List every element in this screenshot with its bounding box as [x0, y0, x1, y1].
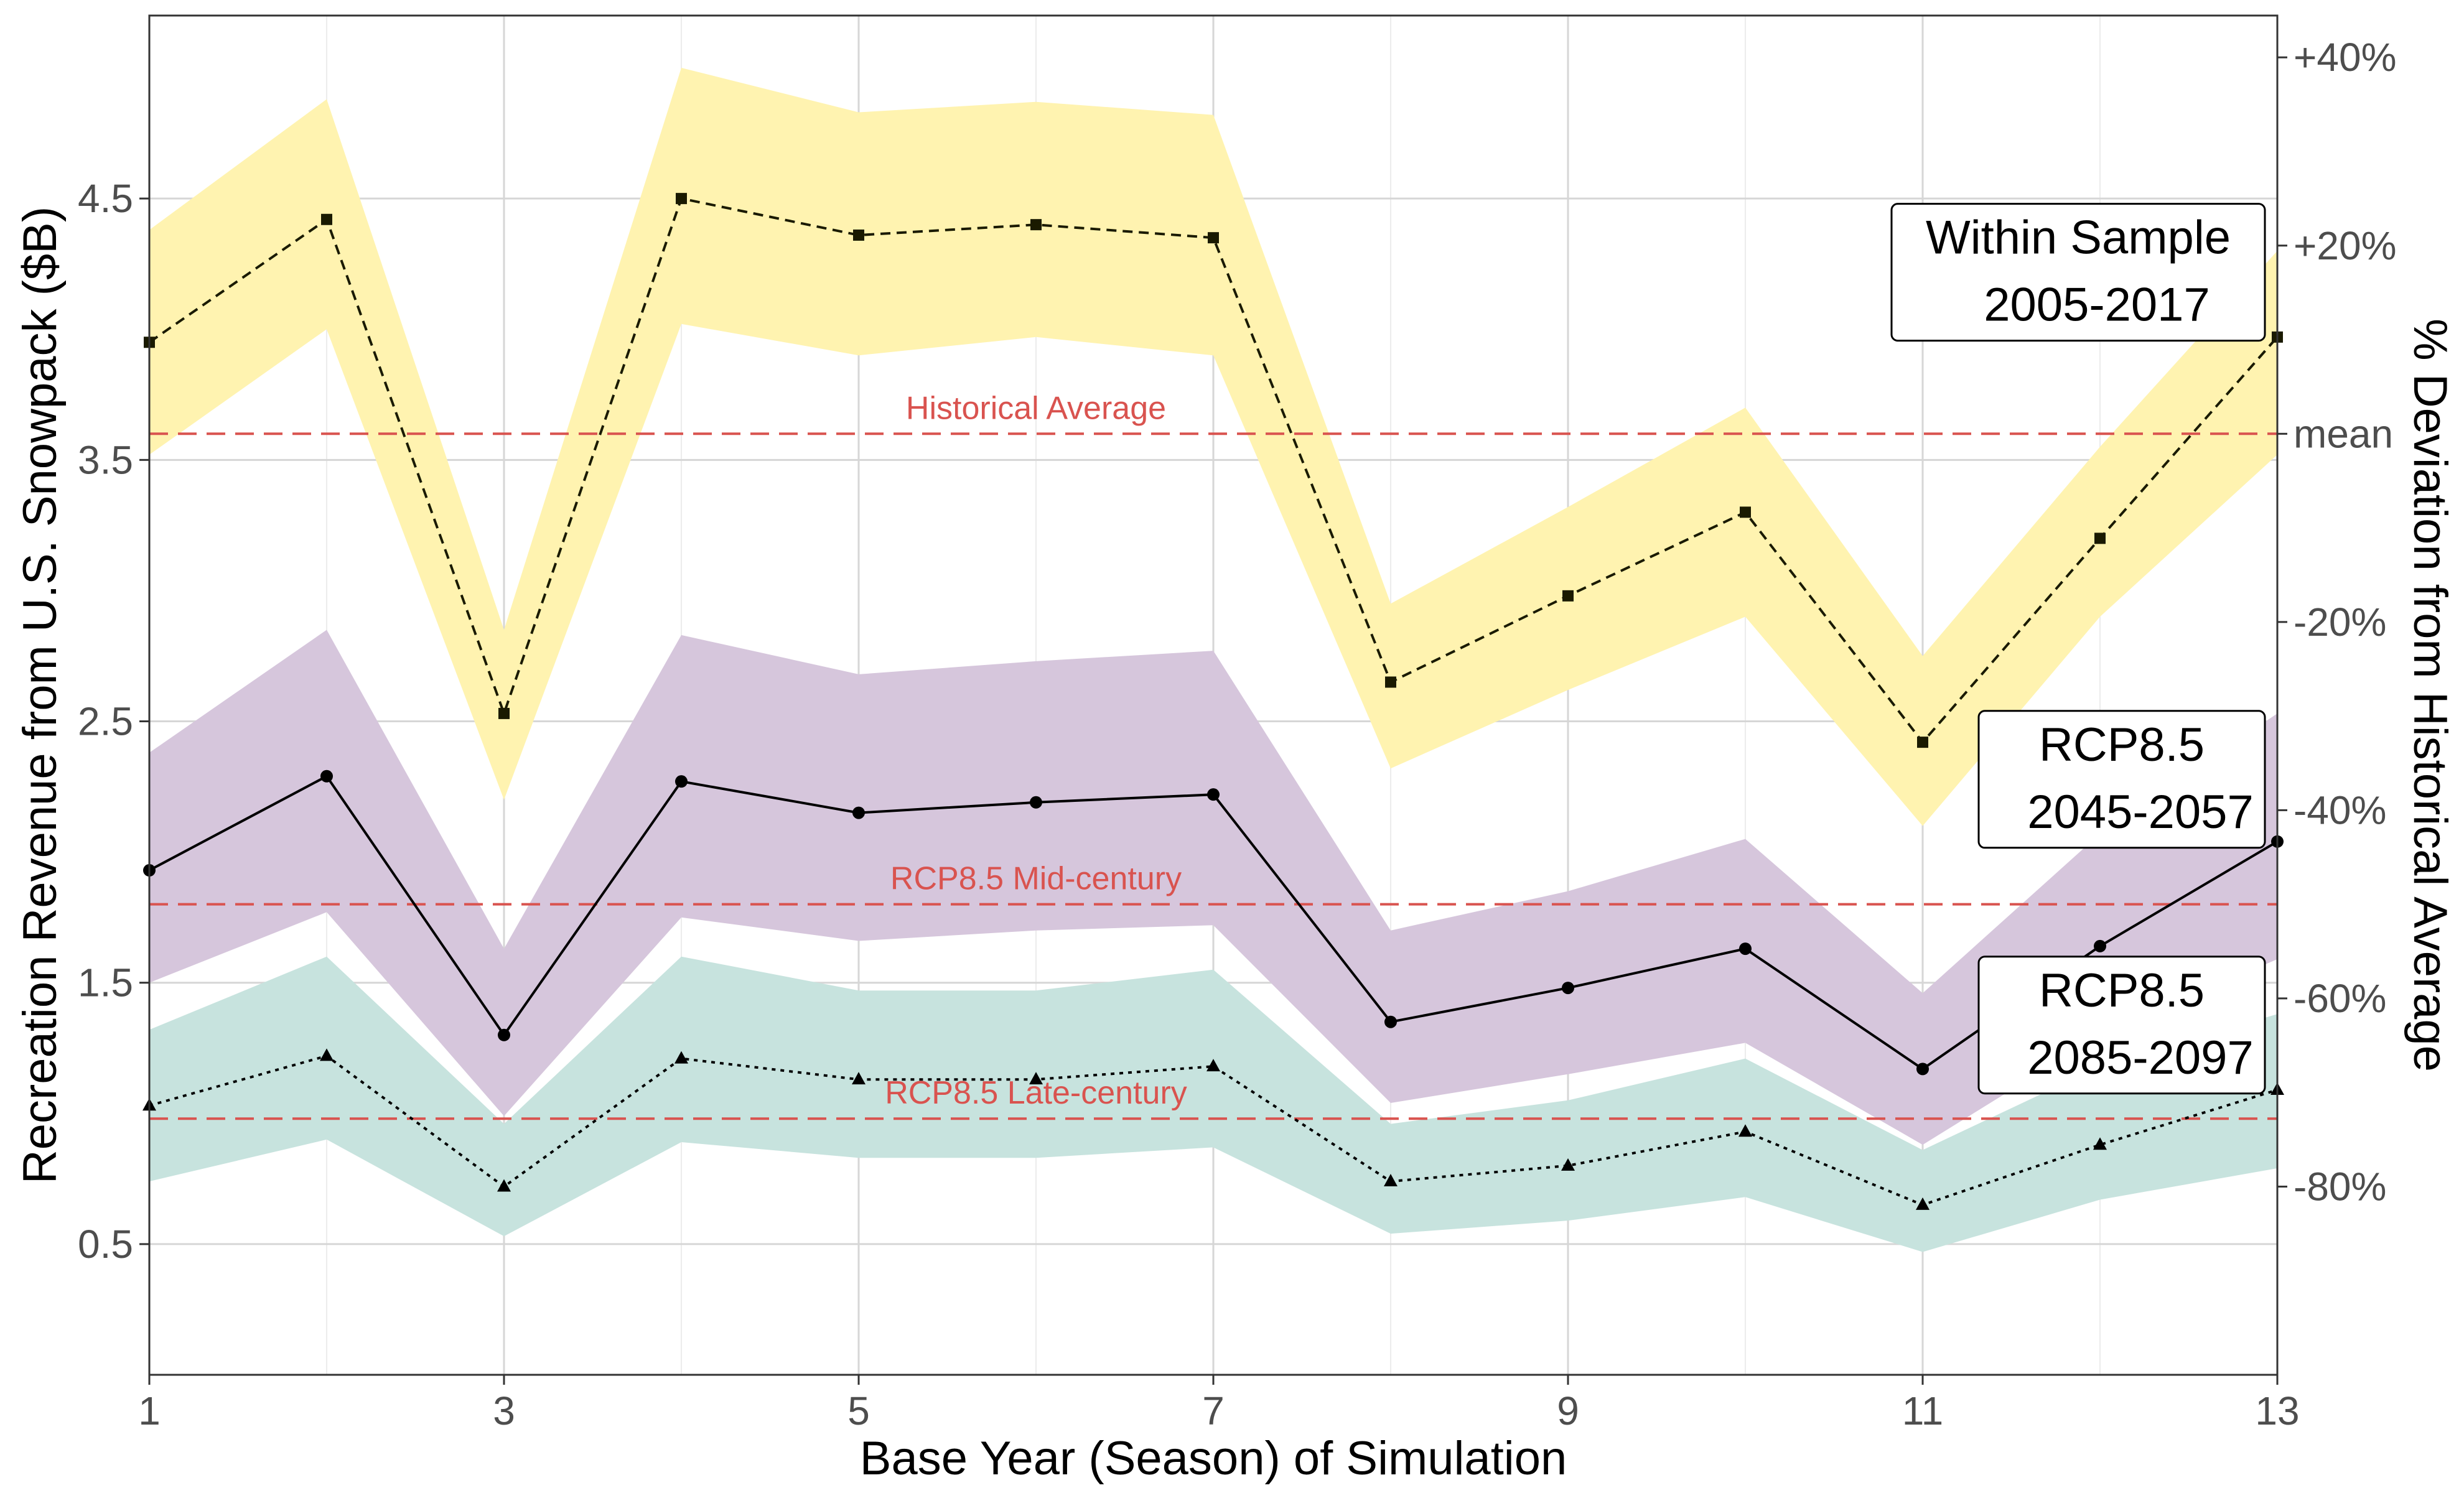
point-series-3 — [2093, 1137, 2107, 1150]
point-series-3 — [1738, 1124, 1752, 1137]
y2-tick-label: -60% — [2294, 976, 2386, 1021]
point-series-2 — [1739, 942, 1752, 956]
point-series-1 — [676, 193, 687, 205]
point-series-2 — [1916, 1063, 1929, 1076]
point-series-1 — [1740, 506, 1751, 518]
point-series-3 — [1384, 1174, 1398, 1187]
band-series-2 — [149, 630, 2277, 1145]
y2-tick-label: +20% — [2294, 223, 2396, 268]
label-box-2: RCP8.5 2045-2057 — [1977, 710, 2266, 849]
y-tick-label: 2.5 — [78, 699, 133, 744]
point-series-2 — [1562, 982, 1574, 995]
x-axis-title: Base Year (Season) of Simulation — [860, 1432, 1567, 1485]
label-box-line: 2085-2097 — [2027, 1031, 2253, 1084]
point-series-3 — [1916, 1197, 1930, 1210]
label-box-line: RCP8.5 — [2039, 964, 2205, 1017]
point-series-2 — [2094, 939, 2106, 952]
y2-tick-label: -20% — [2294, 600, 2386, 644]
point-series-2 — [1384, 1015, 1397, 1028]
label-box-line: 2045-2057 — [2027, 786, 2253, 839]
point-series-1 — [1030, 219, 1042, 231]
label-box-line: 2005-2017 — [1984, 279, 2210, 332]
point-series-2 — [498, 1028, 510, 1041]
label-box-line: Within Sample — [1926, 212, 2231, 264]
y-tick-label: 3.5 — [78, 437, 133, 482]
x-tick-label: 13 — [2255, 1388, 2299, 1433]
label-box-frame — [1890, 203, 2266, 342]
x-tick-label: 1 — [138, 1388, 161, 1433]
x-tick-label: 9 — [1557, 1388, 1579, 1433]
point-series-1 — [498, 707, 510, 719]
label-box-line: RCP8.5 — [2039, 719, 2205, 771]
x-tick-label: 7 — [1202, 1388, 1225, 1433]
y-axis-left: 0.5 1.5 2.5 3.5 4.5 — [78, 176, 149, 1267]
y2-axis-title: % Deviation from Historical Average — [2404, 319, 2457, 1072]
point-series-3 — [1029, 1072, 1043, 1085]
point-series-1 — [853, 229, 864, 241]
y-axis-title: Recreation Revenue from U.S. Snowpack ($… — [14, 207, 67, 1184]
y-axis-right: +40% +20% mean -20% -40% -60% -80% — [2277, 35, 2396, 1209]
series-markers — [142, 193, 2284, 1210]
confidence-bands — [149, 68, 2277, 1252]
point-series-2 — [1030, 796, 1042, 809]
series-label-boxes: Within Sample2005-2017RCP8.52045-2057RCP… — [1890, 203, 2266, 1095]
label-box-frame — [1977, 710, 2266, 849]
y2-tick-label: +40% — [2294, 35, 2396, 80]
y2-tick-label: -40% — [2294, 788, 2386, 832]
point-series-1 — [1208, 232, 1219, 244]
point-series-3 — [1206, 1059, 1220, 1072]
x-tick-label: 3 — [493, 1388, 515, 1433]
point-series-2 — [852, 806, 865, 819]
band-series-3 — [149, 956, 2277, 1252]
y-tick-label: 1.5 — [78, 960, 133, 1005]
y2-tick-label: -80% — [2294, 1164, 2386, 1209]
y-tick-label: 4.5 — [78, 176, 133, 221]
point-series-3 — [1561, 1158, 1575, 1171]
point-series-1 — [1562, 590, 1574, 602]
y2-tick-label: mean — [2294, 411, 2393, 456]
point-series-3 — [497, 1179, 511, 1192]
reference-line-label-2: RCP8.5 Mid-century — [890, 861, 1182, 897]
reference-line-label-1: Historical Average — [906, 390, 1166, 426]
band-series-1 — [149, 68, 2277, 826]
x-tick-label: 11 — [1902, 1388, 1943, 1433]
point-series-3 — [674, 1051, 688, 1064]
point-series-2 — [675, 775, 688, 788]
point-series-2 — [1207, 788, 1220, 801]
y-tick-label: 0.5 — [78, 1222, 133, 1267]
label-box-3: RCP8.5 2085-2097 — [1977, 956, 2266, 1095]
point-series-3 — [320, 1048, 334, 1061]
point-series-1 — [321, 213, 332, 225]
point-series-1 — [1385, 676, 1396, 688]
point-series-1 — [2094, 533, 2106, 544]
x-tick-label: 5 — [847, 1388, 870, 1433]
point-series-3 — [852, 1072, 866, 1085]
point-series-1 — [1917, 737, 1928, 748]
label-box-1: Within Sample 2005-2017 — [1890, 203, 2266, 342]
label-box-frame — [1977, 956, 2266, 1095]
point-series-2 — [320, 770, 333, 783]
x-axis: 1 3 5 7 9 11 13 — [138, 1375, 2300, 1433]
